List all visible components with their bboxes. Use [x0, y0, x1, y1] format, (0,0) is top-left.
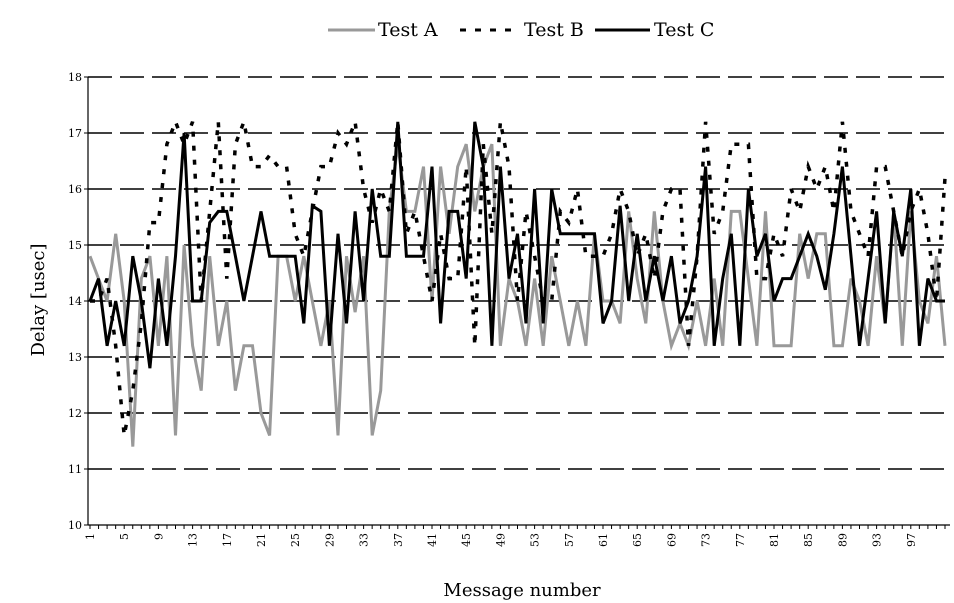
x-tick-label: 21	[255, 533, 268, 547]
x-tick-label: 69	[665, 533, 678, 547]
y-axis-title: Delay [usec]	[28, 243, 49, 356]
legend-label-test-b: Test B	[524, 19, 584, 41]
x-tick-label: 17	[221, 533, 234, 547]
y-tick-label: 16	[68, 183, 82, 196]
legend-label-test-a: Test A	[378, 19, 438, 41]
x-tick-label: 97	[905, 533, 918, 547]
x-tick-label: 85	[802, 533, 815, 547]
y-tick-labels: 10 11 12 13 14 15 16 17 18	[68, 71, 88, 532]
y-tick-label: 15	[68, 239, 82, 252]
x-tick-label: 37	[392, 533, 405, 547]
x-tick-label: 93	[871, 533, 884, 547]
y-tick-label: 10	[68, 519, 82, 532]
y-tick-label: 17	[68, 127, 82, 140]
x-tick-label: 9	[152, 533, 165, 540]
x-axis-title: Message number	[443, 580, 601, 601]
x-tick-label: 13	[187, 533, 200, 547]
x-tick-labels: 1 5 9 13 17 21 25 29 33 37 41 45 49 53 57 61 65 69 73 77 81 8…	[84, 533, 918, 547]
x-tick-label: 77	[734, 533, 747, 547]
legend-label-test-c: Test C	[654, 19, 714, 41]
x-tick-label: 41	[426, 533, 439, 547]
x-tick-label: 73	[700, 533, 713, 547]
x-tick-label: 61	[597, 533, 610, 547]
y-tick-label: 13	[68, 351, 82, 364]
legend: Test A Test B Test C	[328, 19, 714, 41]
x-tick-label: 53	[529, 533, 542, 547]
y-tick-label: 14	[68, 295, 82, 308]
x-tick-label: 57	[563, 533, 576, 547]
y-tick-label: 18	[68, 71, 82, 84]
x-tick-label: 33	[358, 533, 371, 547]
x-tick-label: 5	[118, 533, 131, 540]
y-tick-label: 12	[68, 407, 82, 420]
x-tick-label: 49	[494, 533, 507, 547]
x-tick-label: 45	[460, 533, 473, 547]
series-layer	[88, 115, 947, 447]
x-tick-label: 81	[768, 533, 781, 547]
y-tick-label: 11	[68, 463, 82, 476]
x-tick-label: 29	[323, 533, 336, 547]
x-tick-label: 25	[289, 533, 302, 547]
x-tick-label: 89	[836, 533, 849, 547]
x-tick-label: 65	[631, 533, 644, 547]
x-tick-label: 1	[84, 533, 97, 540]
series-line-test-c	[88, 121, 945, 369]
series-line-test-b	[90, 115, 947, 436]
